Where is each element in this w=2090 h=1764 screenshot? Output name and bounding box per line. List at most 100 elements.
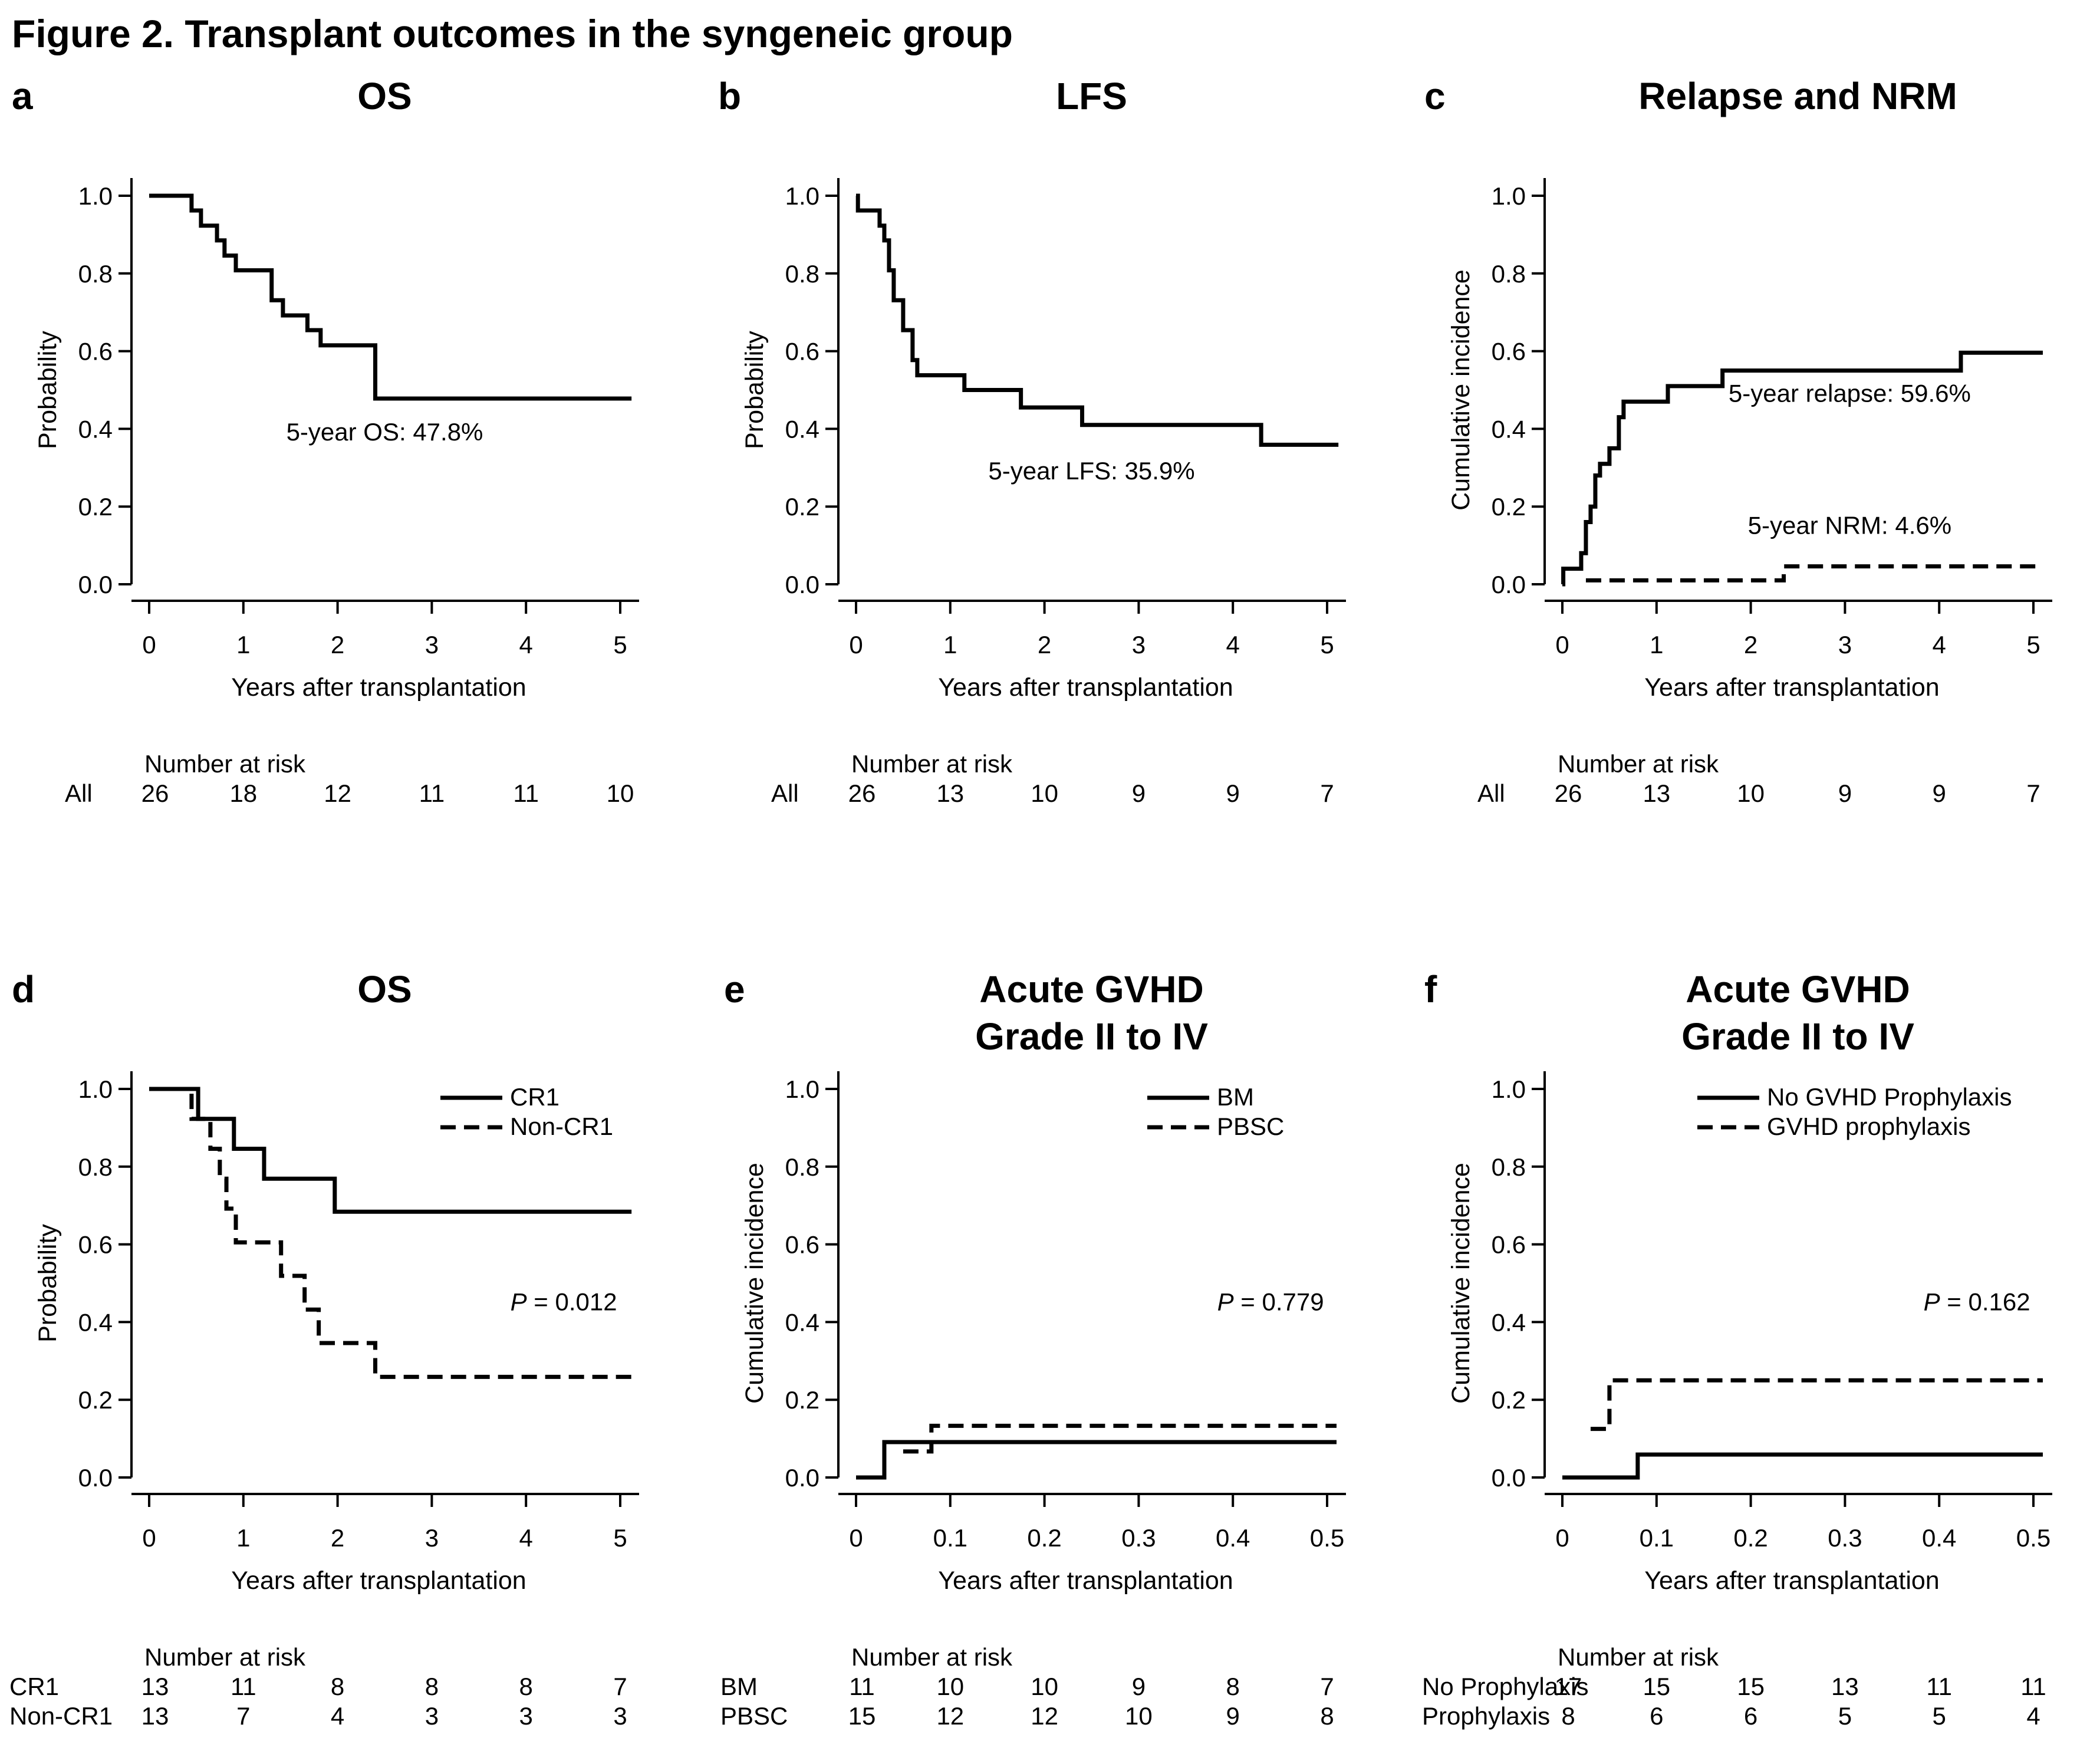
risk-value: 13 [936, 779, 964, 807]
series-line-non-cr1 [149, 1087, 632, 1379]
x-tick-label: 0.1 [1640, 1524, 1674, 1552]
risk-value: 8 [519, 1673, 533, 1700]
legend-label: BM [1217, 1083, 1254, 1111]
y-tick-label: 1.0 [785, 1075, 819, 1103]
annotation: 5-year NRM: 4.6% [1748, 511, 1951, 539]
risk-value: 9 [1132, 779, 1146, 807]
x-tick-label: 2 [331, 631, 344, 659]
p-value-label: P [511, 1288, 527, 1316]
panel-letter: e [724, 968, 745, 1011]
x-axis-label: Years after transplantation [231, 1566, 526, 1595]
y-axis-label: Probability [34, 331, 62, 449]
risk-value: 11 [513, 779, 539, 807]
x-axis-label: Years after transplantation [1644, 673, 1939, 702]
panel-title: OS [357, 968, 412, 1011]
panel-title: Relapse and NRM [1638, 75, 1957, 117]
x-tick-label: 4 [1226, 631, 1240, 659]
x-tick-label: 0.3 [1828, 1524, 1862, 1552]
risk-value: 3 [519, 1702, 533, 1730]
x-tick-label: 0 [142, 631, 156, 659]
legend-label: No GVHD Prophylaxis [1767, 1083, 2012, 1111]
x-tick-label: 2 [1744, 631, 1757, 659]
panel-title: Acute GVHD [1686, 968, 1910, 1011]
y-tick-label: 0.8 [78, 1153, 113, 1181]
risk-value: 11 [2020, 1673, 2046, 1700]
y-tick-label: 0.8 [78, 260, 113, 288]
risk-value: 7 [613, 1673, 627, 1700]
risk-value: 10 [1125, 1702, 1153, 1730]
x-tick-label: 0.4 [1922, 1524, 1956, 1552]
y-axis-label: Probability [34, 1224, 62, 1342]
x-tick-label: 0 [142, 1524, 156, 1552]
panel-title: Grade II to IV [1681, 1015, 1914, 1058]
y-axis-label: Cumulative incidence [740, 1163, 769, 1404]
x-tick-label: 0.4 [1216, 1524, 1250, 1552]
x-tick-label: 3 [1132, 631, 1146, 659]
series-line-cr1 [149, 1087, 632, 1214]
p-value: P = 0.012 [511, 1288, 617, 1316]
y-axis-label: Probability [740, 331, 769, 449]
risk-value: 10 [1031, 1673, 1058, 1700]
x-axis-label: Years after transplantation [938, 673, 1233, 702]
x-tick-label: 4 [519, 631, 533, 659]
risk-row-label: Prophylaxis [1422, 1702, 1550, 1730]
risk-value: 9 [1838, 779, 1852, 807]
risk-value: 3 [613, 1702, 627, 1730]
x-axis-label: Years after transplantation [1644, 1566, 1939, 1595]
y-tick-label: 0.6 [1492, 338, 1526, 366]
x-tick-label: 0.5 [1310, 1524, 1344, 1552]
figure-title: Figure 2. Transplant outcomes in the syn… [12, 12, 1013, 55]
y-tick-label: 0.2 [78, 1386, 113, 1414]
risk-value: 4 [2026, 1702, 2040, 1730]
x-tick-label: 4 [519, 1524, 533, 1552]
risk-value: 12 [1031, 1702, 1058, 1730]
x-tick-label: 0.3 [1121, 1524, 1156, 1552]
risk-value: 9 [1132, 1673, 1146, 1700]
risk-row-label: Non-CR1 [9, 1702, 113, 1730]
risk-value: 13 [1831, 1673, 1859, 1700]
x-tick-label: 1 [236, 1524, 250, 1552]
p-value-text: = 0.779 [1234, 1288, 1324, 1316]
y-tick-label: 1.0 [78, 182, 113, 210]
y-tick-label: 0.0 [1492, 571, 1526, 598]
risk-value: 13 [141, 1702, 169, 1730]
risk-value: 9 [1226, 779, 1240, 807]
risk-row-label: No Prophylaxis [1422, 1673, 1588, 1700]
panel-letter: b [718, 75, 741, 117]
x-tick-label: 1 [943, 631, 957, 659]
panel-title: Acute GVHD [979, 968, 1204, 1011]
panel-letter: d [12, 968, 35, 1011]
p-value-text: = 0.012 [527, 1288, 617, 1316]
x-tick-label: 5 [2026, 631, 2040, 659]
panel-title: LFS [1056, 75, 1127, 117]
risk-table-title: Number at risk [144, 1643, 306, 1671]
risk-row-label: All [771, 779, 799, 807]
y-tick-label: 0.2 [1492, 1386, 1526, 1414]
series-line-all [149, 193, 632, 401]
risk-value: 26 [1555, 779, 1582, 807]
x-tick-label: 5 [1320, 631, 1334, 659]
legend-label: CR1 [510, 1083, 559, 1111]
x-tick-label: 0 [1555, 631, 1569, 659]
risk-value: 18 [229, 779, 257, 807]
risk-value: 10 [936, 1673, 964, 1700]
risk-value: 6 [1650, 1702, 1663, 1730]
panel-d: d OS 0.0 0.2 0.4 0.6 0.8 1.0 0 1 2 3 4 5 Years after t… [9, 968, 639, 1730]
x-tick-label: 1 [1650, 631, 1663, 659]
x-axis-label: Years after transplantation [231, 673, 526, 702]
y-tick-label: 0.0 [78, 1464, 113, 1492]
risk-value: 5 [1838, 1702, 1852, 1730]
x-tick-label: 5 [613, 631, 627, 659]
y-tick-label: 0.2 [78, 493, 113, 521]
y-tick-label: 0.6 [785, 1231, 819, 1259]
risk-row-label: CR1 [9, 1673, 59, 1700]
y-tick-label: 1.0 [78, 1075, 113, 1103]
risk-table-title: Number at risk [851, 1643, 1013, 1671]
y-tick-label: 0.0 [1492, 1464, 1526, 1492]
risk-value: 15 [1737, 1673, 1765, 1700]
panel-letter: f [1424, 968, 1437, 1011]
risk-value: 8 [1561, 1702, 1575, 1730]
risk-value: 15 [1643, 1673, 1670, 1700]
